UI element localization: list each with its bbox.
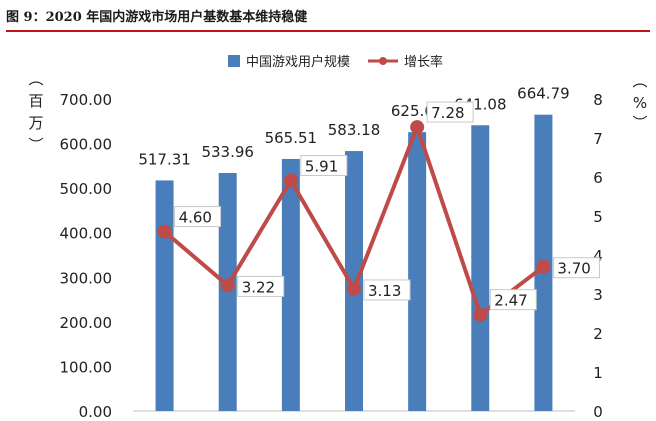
figure-title: 图 9：2020 年国内游戏市场用户基数基本维持稳健: [6, 10, 308, 25]
right-tick-label: 6: [593, 169, 603, 187]
left-tick-label: 300.00: [60, 269, 113, 287]
legend-bar-label: 中国游戏用户规模: [246, 54, 350, 70]
legend-line-label: 增长率: [404, 54, 443, 70]
left-axis-paren-open: ︵: [28, 70, 43, 88]
axis-titles: ︵ 百万 ︶ ︵% ︶: [28, 70, 647, 154]
right-axis: 0 1 2 3 4 5 6 7 8: [593, 91, 603, 421]
bar-value-label: 565.51: [265, 129, 318, 147]
line-value-label: 4.60: [179, 209, 212, 227]
line-value-label: 7.28: [431, 104, 464, 122]
line-label-box: [300, 155, 348, 177]
right-tick-label: 2: [593, 325, 603, 343]
left-tick-label: 600.00: [60, 136, 113, 154]
legend-bar-swatch: [228, 55, 240, 67]
line-label-box: [237, 275, 285, 297]
line-label-box: [489, 289, 537, 311]
bar: [471, 125, 490, 412]
left-tick-label: 100.00: [60, 358, 113, 376]
line-label-box: [552, 257, 600, 279]
left-tick-label: 200.00: [60, 314, 113, 332]
left-axis-title-char: 万: [28, 114, 43, 132]
left-axis-paren-close: ︶: [28, 136, 43, 154]
bar-value-label: 533.96: [201, 143, 254, 161]
bar-value-label: 517.31: [138, 150, 191, 168]
left-tick-label: 500.00: [60, 180, 113, 198]
line-value-label: 3.22: [242, 278, 275, 296]
line-value-label: 3.70: [557, 260, 590, 278]
right-axis-paren-open: ︵: [632, 72, 647, 90]
line-point: [473, 307, 488, 322]
bar-value-label: 664.79: [517, 85, 570, 103]
line-label-box: [363, 279, 411, 301]
bar: [281, 158, 300, 411]
right-tick-label: 5: [593, 208, 603, 226]
line-point: [220, 278, 235, 293]
line-point: [536, 259, 551, 274]
legend: 中国游戏用户规模 增长率: [228, 54, 443, 70]
right-tick-label: 4: [593, 247, 603, 265]
right-tick-label: 7: [593, 130, 603, 148]
line-series: [157, 120, 551, 322]
left-axis: 0.00 100.00 200.00 300.00 400.00 500.00 600.00…: [60, 91, 575, 421]
line-point: [347, 281, 361, 296]
line-value-label: 3.13: [368, 282, 401, 300]
right-tick-label: 0: [593, 403, 603, 421]
bar: [345, 151, 363, 411]
left-axis-title-char: 百: [28, 92, 43, 110]
left-tick-label: 700.00: [60, 91, 113, 109]
legend-line-marker: [379, 57, 387, 65]
right-tick-label: 3: [593, 286, 603, 304]
line-point: [283, 173, 298, 188]
line-point: [410, 120, 425, 135]
right-axis-title: %: [633, 94, 647, 112]
right-tick-label: 8: [593, 91, 603, 109]
line-value-label: 5.91: [305, 158, 338, 176]
title-divider: [6, 30, 650, 32]
right-tick-label: 1: [593, 364, 603, 382]
left-tick-label: 0.00: [79, 403, 112, 421]
bar: [408, 132, 427, 411]
left-tick-label: 400.00: [60, 225, 113, 243]
line-point: [157, 224, 172, 239]
line-label-box: [426, 101, 474, 123]
bar-value-label: 583.18: [328, 121, 381, 139]
right-axis-paren-close: ︶: [632, 114, 647, 132]
line-label-box: [174, 206, 222, 228]
line-value-label: 2.47: [494, 292, 527, 310]
bar: [155, 180, 174, 411]
